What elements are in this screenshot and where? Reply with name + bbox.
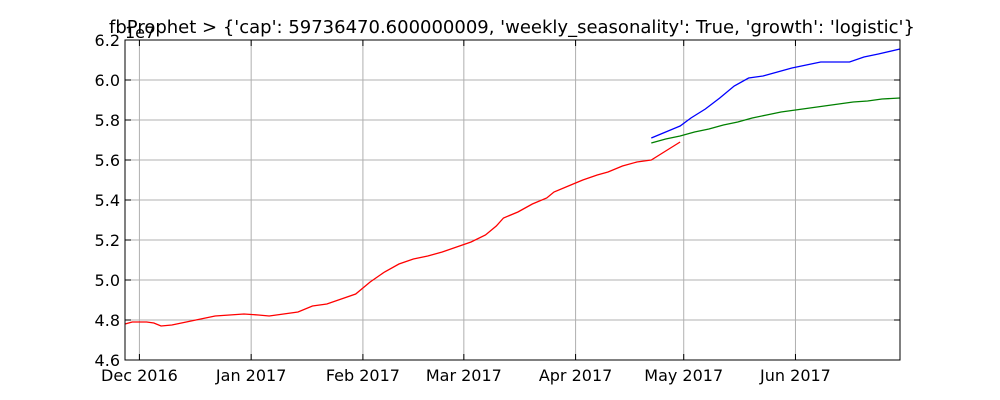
axes: 4.6 4.8 5.0 5.2 5.4 5.6 5.8 6.0 6.2 Dec 2016 Jan 2… bbox=[95, 31, 900, 385]
series-lines bbox=[124, 48, 901, 327]
y-tick-label: 6.0 bbox=[95, 71, 120, 90]
y-tick-label: 5.4 bbox=[95, 191, 120, 210]
plot-frame bbox=[124, 39, 901, 361]
y-tick-label: 5.2 bbox=[95, 231, 120, 250]
y-tick-label: 5.6 bbox=[95, 151, 120, 170]
y-offset-label: 1e7 bbox=[125, 23, 155, 42]
series-line-2 bbox=[651, 97, 901, 144]
chart-title: fbProphet > {'cap': 59736470.600000009, … bbox=[109, 17, 915, 38]
series-line-0 bbox=[124, 141, 681, 327]
y-tick-label: 4.8 bbox=[95, 311, 120, 330]
grid-lines bbox=[125, 39, 900, 361]
x-tick-label: Jun 2017 bbox=[759, 366, 831, 385]
x-tick-label: Apr 2017 bbox=[539, 366, 612, 385]
y-tick-label: 4.6 bbox=[95, 351, 120, 370]
x-tick-label: Dec 2016 bbox=[101, 366, 178, 385]
x-tick-label: Jan 2017 bbox=[215, 366, 286, 385]
y-tick-label: 5.0 bbox=[95, 271, 120, 290]
x-tick-label: Feb 2017 bbox=[326, 366, 400, 385]
x-tick-label: Mar 2017 bbox=[426, 366, 502, 385]
y-tick-label: 5.8 bbox=[95, 111, 120, 130]
x-tick-label: May 2017 bbox=[644, 366, 723, 385]
series-line-1 bbox=[651, 48, 901, 139]
y-tick-label: 6.2 bbox=[95, 31, 120, 50]
